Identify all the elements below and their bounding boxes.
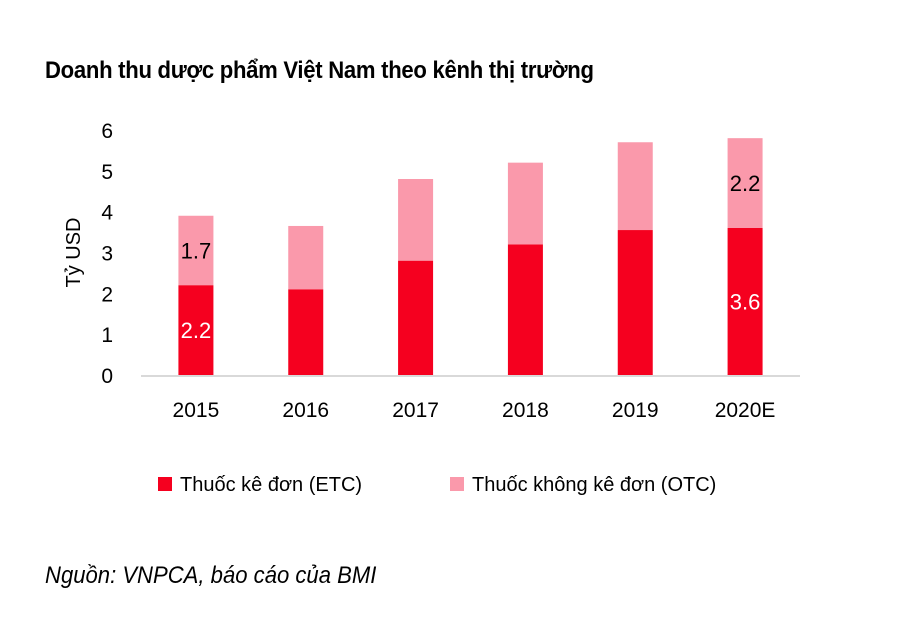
y-axis-label: Tỷ USD [63, 218, 85, 288]
legend-swatch-otc [450, 477, 464, 491]
x-tick-label: 2020E [715, 399, 776, 422]
data-label: 2.2 [181, 318, 212, 343]
y-tick-label: 3 [101, 243, 113, 266]
legend-swatch-etc [158, 477, 172, 491]
y-tick-label: 1 [101, 324, 113, 347]
bar-etc [617, 230, 653, 375]
bar-otc [727, 138, 763, 228]
bar-otc [398, 179, 434, 261]
y-tick-label: 0 [101, 365, 113, 388]
x-tick-label: 2018 [502, 399, 549, 422]
data-label: 1.7 [181, 238, 212, 263]
data-label: 2.2 [730, 171, 761, 196]
y-tick-label: 2 [101, 283, 113, 306]
legend-label: Thuốc không kê đơn (OTC) [472, 474, 716, 496]
bar-etc [288, 289, 324, 375]
x-tick-label: 2019 [612, 399, 659, 422]
bar-otc [178, 215, 214, 286]
bar-etc [507, 244, 543, 375]
x-tick-label: 2015 [173, 399, 220, 422]
bar-otc [288, 225, 324, 290]
x-tick-label: 2017 [392, 399, 439, 422]
x-tick-label: 2016 [282, 399, 329, 422]
bar-etc [398, 260, 434, 375]
bar-etc [727, 228, 763, 375]
bar-etc [178, 285, 214, 375]
legend-label: Thuốc kê đơn (ETC) [180, 474, 362, 496]
y-tick-label: 6 [101, 120, 113, 143]
bar-otc [617, 142, 653, 231]
bar-otc [507, 162, 543, 245]
data-label: 3.6 [730, 290, 761, 315]
source-note: Nguồn: VNPCA, báo cáo của BMI [45, 562, 377, 589]
chart-title: Doanh thu dược phẩm Việt Nam theo kênh t… [45, 57, 594, 84]
y-tick-label: 4 [101, 202, 113, 225]
y-tick-label: 5 [101, 161, 113, 184]
